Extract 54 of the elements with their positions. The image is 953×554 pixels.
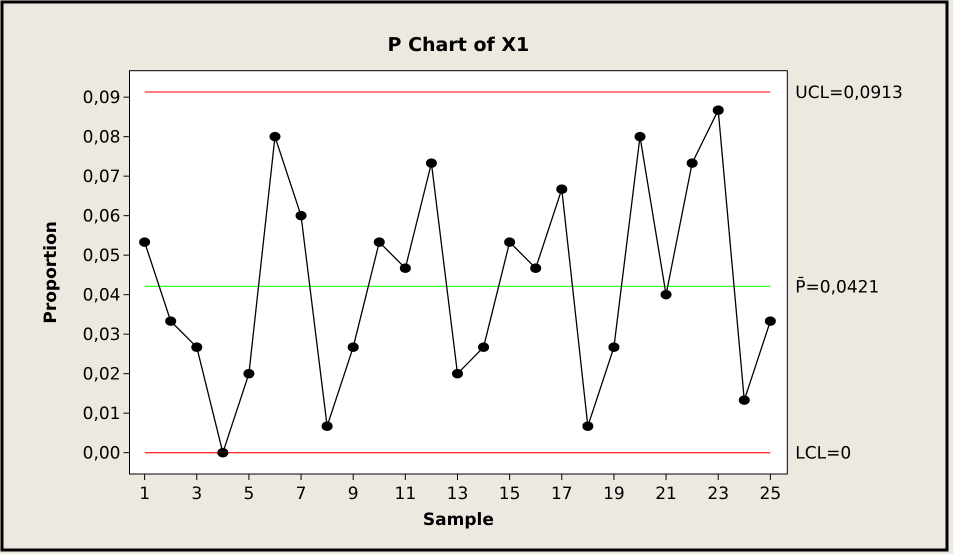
ref-line-label: P̄=0,0421	[795, 276, 880, 298]
point	[660, 290, 672, 300]
chart-title: P Chart of X1	[388, 34, 530, 56]
y-tick-label: 0,09	[82, 88, 120, 108]
x-tick-label: 21	[655, 484, 677, 504]
y-tick-label: 0,02	[82, 364, 120, 385]
point	[738, 395, 750, 405]
point	[296, 210, 307, 220]
y-tick-label: 0,01	[82, 404, 120, 424]
point	[712, 105, 724, 115]
point	[582, 421, 594, 432]
ref-line-label: UCL=0,0913	[795, 83, 903, 104]
point	[556, 184, 568, 194]
point	[269, 132, 280, 142]
x-axis-title: Sample	[422, 510, 494, 530]
point	[608, 342, 620, 352]
point	[191, 342, 202, 352]
point	[400, 263, 411, 273]
x-tick-label: 1	[139, 484, 150, 504]
y-tick-label: 0,05	[82, 246, 120, 266]
point	[634, 132, 646, 142]
y-tick-label: 0,06	[82, 206, 120, 227]
point	[764, 316, 776, 326]
point	[374, 237, 385, 247]
x-tick-label: 5	[243, 484, 254, 504]
y-tick-label: 0,00	[82, 444, 120, 464]
point	[478, 342, 490, 352]
point	[243, 368, 254, 378]
point	[452, 368, 463, 378]
x-tick-label: 13	[446, 484, 468, 504]
x-tick-label: 23	[707, 484, 730, 504]
x-tick-label: 11	[394, 484, 416, 504]
y-axis-title: Proportion	[41, 221, 61, 324]
point	[322, 421, 333, 432]
y-tick-label: 0,03	[82, 325, 120, 346]
x-tick-label: 7	[296, 484, 306, 504]
ref-line-label: LCL=0	[795, 444, 852, 464]
x-tick-label: 3	[191, 484, 202, 504]
point	[530, 263, 542, 273]
x-tick-label: 17	[550, 484, 573, 504]
y-tick-label: 0,07	[82, 167, 120, 188]
point	[426, 158, 437, 168]
x-tick-label: 19	[603, 484, 625, 504]
point	[139, 237, 150, 247]
y-tick-label: 0,04	[82, 286, 120, 306]
x-tick-label: 15	[498, 484, 520, 504]
y-tick-label: 0,08	[82, 128, 120, 148]
x-tick-label: 9	[348, 484, 359, 504]
point	[217, 448, 228, 458]
point	[165, 316, 176, 326]
point	[686, 158, 698, 168]
point	[348, 342, 359, 352]
point	[504, 237, 516, 247]
x-tick-label: 25	[760, 484, 782, 504]
